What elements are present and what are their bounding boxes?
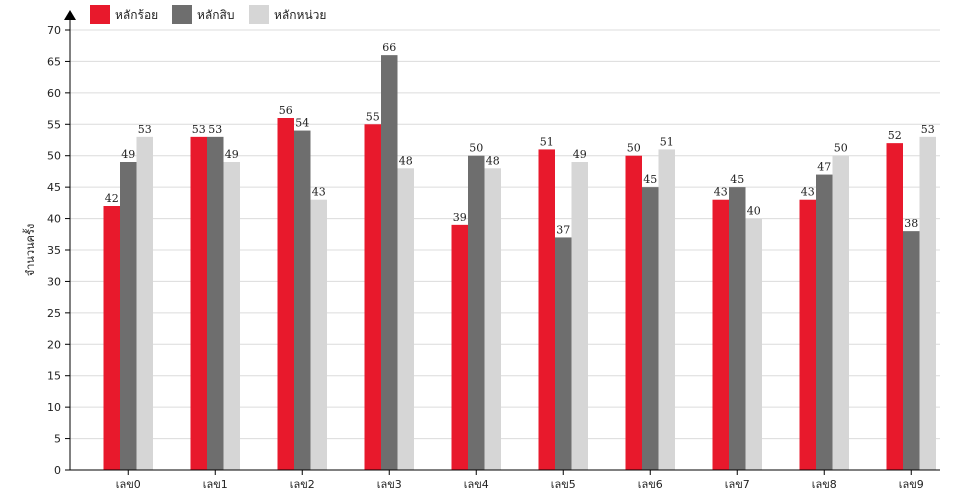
bar [658,149,675,470]
y-axis-title: จำนวนครั้ง [22,224,37,276]
bar-value-label: 39 [453,211,467,224]
y-tick-label: 0 [54,464,61,477]
y-tick-label: 15 [47,370,61,383]
legend-swatch [249,5,269,24]
bar-value-label: 43 [714,186,728,199]
x-tick-label: เลข6 [638,478,663,491]
bar-value-label: 38 [904,217,918,230]
bar [223,162,240,470]
x-tick-label: เลข9 [899,478,924,491]
legend-label: หลักร้อย [115,8,158,22]
y-tick-label: 45 [47,181,61,194]
bar [310,199,327,470]
bar-value-label: 47 [817,161,831,174]
bar [120,162,137,470]
bar-value-label: 49 [225,148,239,161]
y-tick-label: 65 [47,55,61,68]
bar [919,136,936,470]
bar [729,187,746,470]
bar-value-label: 40 [747,205,761,218]
bar-value-label: 42 [105,192,119,205]
bar [903,231,920,470]
bar [364,124,381,471]
bar [190,136,207,470]
bar-value-label: 49 [121,148,135,161]
y-tick-label: 55 [47,118,61,131]
x-tick-label: เลข1 [203,478,228,491]
bar-value-label: 51 [540,135,554,148]
y-tick-label: 40 [47,213,61,226]
bar [451,224,468,470]
bar-value-label: 43 [801,186,815,199]
y-tick-label: 25 [47,307,61,320]
bar-value-label: 53 [921,123,935,136]
bar-value-label: 55 [366,110,380,123]
bar-value-label: 51 [660,135,674,148]
y-tick-label: 70 [47,24,61,37]
bar [625,155,642,470]
y-tick-label: 50 [47,150,61,163]
bar-value-label: 45 [643,173,657,186]
bar [277,118,294,470]
bar [397,168,414,471]
x-tick-label: เลข5 [551,478,576,491]
bar [832,155,849,470]
bar-value-label: 50 [834,142,848,155]
legend-swatch [90,5,110,24]
y-axis-arrow [64,10,76,20]
legend: หลักร้อย หลักสิบ หลักหน่วย [90,5,326,24]
bar [136,136,153,470]
bar [468,155,485,470]
bar-value-label: 50 [469,142,483,155]
bar-value-label: 49 [573,148,587,161]
bar-value-label: 53 [138,123,152,136]
bar [381,55,398,471]
bar-value-label: 54 [295,117,309,130]
bar [712,199,729,470]
x-tick-label: เลข4 [464,478,489,491]
bar-value-label: 52 [888,129,902,142]
bar [294,130,311,471]
bar [103,206,120,470]
bar-value-label: 50 [627,142,641,155]
y-tick-label: 60 [47,87,61,100]
bar [538,149,555,470]
x-ticks: เลข0 เลข1 เลข2 เลข3 เลข4 เลข5 เลข6 เลข7 เลข8 เลข9 [116,470,924,491]
bar-value-label: 53 [208,123,222,136]
y-tick-label: 30 [47,275,61,288]
x-tick-label: เลข3 [377,478,402,491]
y-tick-label: 10 [47,401,61,414]
bars [103,55,936,471]
y-tick-label: 35 [47,244,61,257]
y-tick-label: 5 [54,433,61,446]
legend-label: หลักหน่วย [274,8,326,22]
bar [207,136,224,470]
legend-swatch [172,5,192,24]
bar [745,218,762,470]
bar-value-label: 56 [279,104,293,117]
bar [799,199,816,470]
y-tick-label: 20 [47,338,61,351]
x-tick-label: เลข0 [116,478,141,491]
x-tick-label: เลข2 [290,478,315,491]
bar-value-label: 48 [486,154,500,167]
x-tick-label: เลข8 [812,478,837,491]
x-tick-label: เลข7 [725,478,750,491]
bar [816,174,833,471]
bar [571,162,588,470]
bar [886,143,903,470]
bar-value-label: 37 [556,223,570,236]
bar-value-label: 53 [192,123,206,136]
bar-value-label: 66 [382,41,396,54]
bar-value-label: 45 [730,173,744,186]
bar [484,168,501,471]
bar [642,187,659,470]
legend-label: หลักสิบ [197,8,234,22]
y-ticks: 0 5 10 15 20 25 30 35 40 45 50 55 60 65 70 [47,24,70,477]
bar-value-label: 48 [399,154,413,167]
bar-value-label: 43 [312,186,326,199]
bar [555,237,572,470]
